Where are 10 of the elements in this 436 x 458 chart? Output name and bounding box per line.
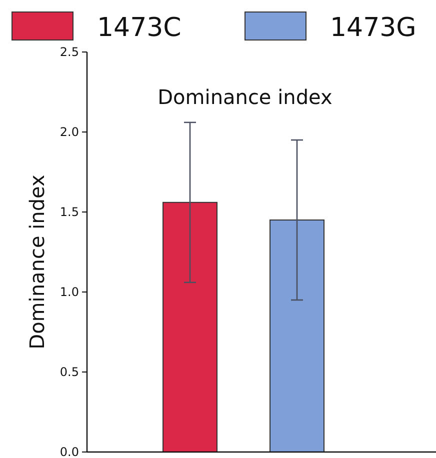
y-tick-label: 2.5 — [60, 45, 79, 60]
legend-label: 1473C — [97, 13, 182, 43]
y-tick-label: 0.0 — [60, 445, 79, 458]
text: Dominance index — [158, 85, 332, 109]
y-axis-title: Dominance index — [25, 174, 49, 350]
y-tick-label: 0.5 — [60, 365, 79, 380]
legend-label: 1473G — [330, 13, 416, 43]
y-tick-label: 1.0 — [60, 285, 79, 300]
y-tick-label: 1.5 — [60, 205, 79, 220]
y-tick-label: 2.0 — [60, 125, 79, 140]
